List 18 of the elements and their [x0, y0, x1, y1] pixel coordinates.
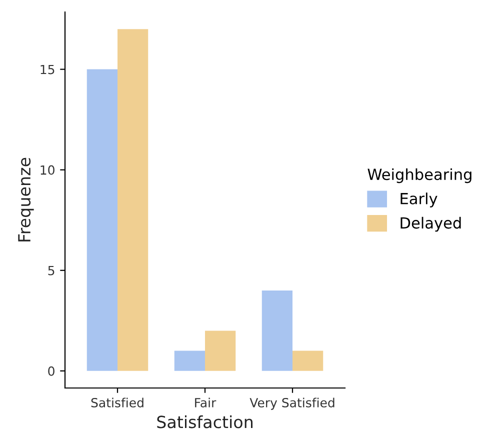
- y-tick-label: 5: [48, 266, 54, 276]
- x-tick-label: Satisfied: [91, 398, 144, 408]
- y-tick-label: 10: [40, 165, 54, 175]
- legend-label: Delayed: [400, 216, 461, 232]
- x-axis-title: Satisfaction: [157, 415, 252, 428]
- x-tick-label: Fair: [195, 398, 216, 408]
- bar: [292, 350, 324, 371]
- legend-title: Weighbearing: [368, 168, 472, 184]
- x-tick-label: Very Satisfied: [250, 398, 334, 410]
- legend-label: Early: [400, 192, 438, 208]
- bar: [262, 290, 292, 371]
- bar: [86, 69, 118, 371]
- bar: [205, 330, 236, 371]
- y-tick-label: 15: [40, 64, 54, 74]
- y-axis-title: Frequenze: [18, 158, 34, 242]
- y-tick-label: 0: [48, 366, 54, 376]
- bar: [118, 29, 148, 371]
- bar: [174, 350, 205, 371]
